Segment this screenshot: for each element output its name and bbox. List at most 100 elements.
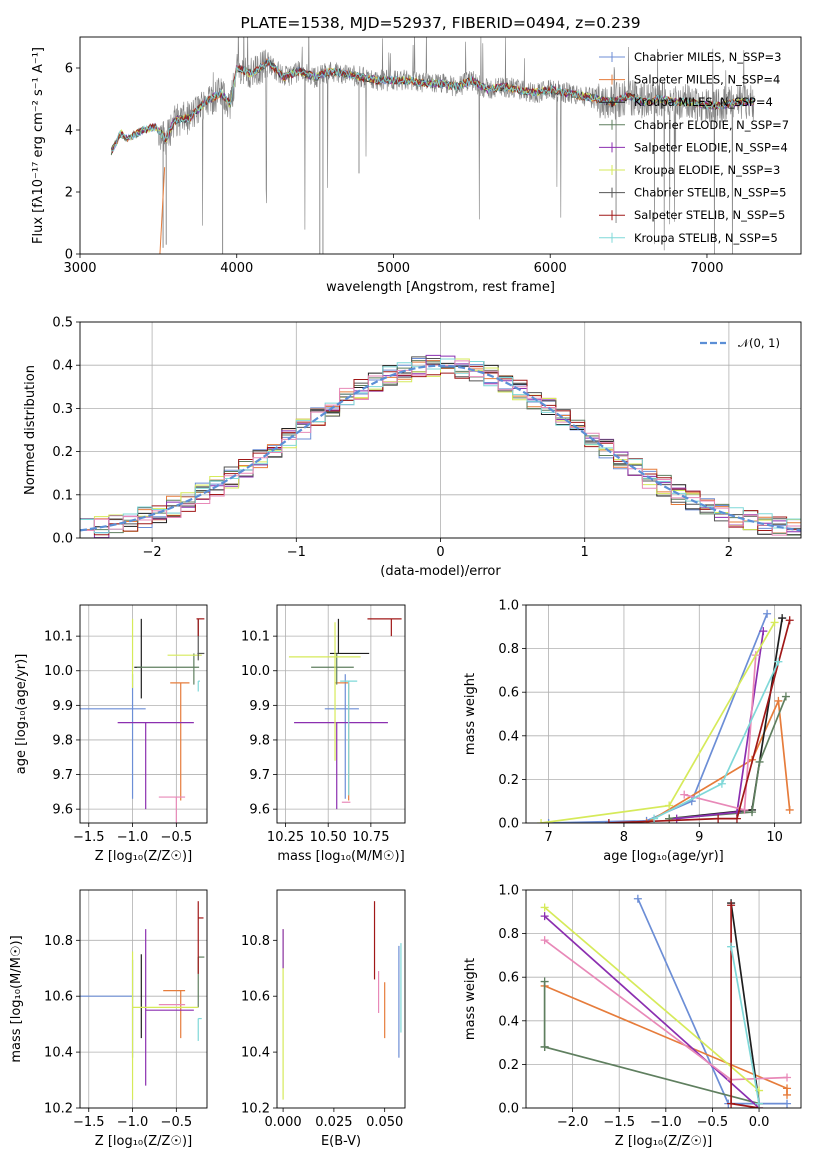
weight-marker bbox=[544, 819, 553, 823]
y-tick-label: 10.0 bbox=[44, 664, 73, 679]
weight-marker bbox=[732, 814, 741, 823]
x-axis-label: (data-model)/error bbox=[380, 564, 501, 579]
y-tick-label: 10.2 bbox=[241, 1102, 270, 1117]
x-tick-label: −1.0 bbox=[117, 1115, 149, 1130]
x-tick-label: −1.5 bbox=[73, 1115, 105, 1130]
x-tick-label: 0 bbox=[436, 545, 444, 560]
y-tick-label: 9.9 bbox=[249, 699, 270, 714]
y-tick-label: 0.4 bbox=[498, 729, 519, 744]
x-tick-label: −0.5 bbox=[697, 1115, 729, 1130]
legend-entry: Kroupa ELODIE, N_SSP=3 bbox=[634, 163, 780, 177]
x-tick-label: 10.50 bbox=[310, 830, 347, 845]
weight-marker bbox=[727, 1099, 736, 1108]
weight-marker bbox=[785, 805, 794, 814]
weight-marker bbox=[781, 692, 790, 701]
y-tick-label: 0.4 bbox=[52, 359, 73, 374]
weight-marker bbox=[604, 819, 613, 823]
legend-entry: Salpeter MILES, N_SSP=4 bbox=[634, 73, 780, 87]
y-tick-label: 0 bbox=[65, 248, 73, 263]
x-tick-label: −1.5 bbox=[603, 1115, 635, 1130]
y-tick-label: 0.8 bbox=[498, 927, 519, 942]
x-tick-label: 10.75 bbox=[352, 830, 389, 845]
x-tick-label: 3000 bbox=[63, 261, 96, 276]
legend-entry: Kroupa STELIB, N_SSP=5 bbox=[634, 231, 778, 245]
y-tick-label: 9.6 bbox=[52, 803, 73, 818]
x-tick-label: 0.0 bbox=[749, 1115, 770, 1130]
weight-marker bbox=[665, 801, 674, 810]
spectrum-axes: 3000 4000 5000 6000 7000 0 2 4 6 bbox=[63, 62, 723, 277]
weight-marker bbox=[770, 618, 779, 627]
spectrum-legend: Chabrier MILES, N_SSP=3 Salpeter MILES, N… bbox=[599, 50, 789, 245]
x-axis-label: Z [log₁₀(Z/Z☉)] bbox=[615, 1134, 712, 1149]
weight-marker bbox=[774, 696, 783, 705]
weight-line bbox=[730, 902, 760, 1104]
y-tick-label: 10.0 bbox=[241, 664, 270, 679]
histogram-step bbox=[80, 358, 801, 534]
y-tick-label: 0.6 bbox=[498, 686, 519, 701]
legend-entry: Chabrier ELODIE, N_SSP=7 bbox=[634, 118, 789, 132]
weight-line bbox=[548, 613, 768, 823]
weight-marker bbox=[540, 903, 549, 912]
mass-weight-vs-age-frame bbox=[525, 604, 802, 824]
weight-marker bbox=[727, 942, 736, 951]
y-tick-label: 0.1 bbox=[52, 488, 73, 503]
x-tick-label: 7 bbox=[544, 830, 552, 845]
age-vs-Z-points bbox=[80, 618, 205, 823]
y-tick-label: 0.0 bbox=[52, 532, 73, 547]
y-tick-label: 10.1 bbox=[241, 630, 270, 645]
age-vs-mass-frame bbox=[276, 604, 406, 824]
chart-title: PLATE=1538, MJD=52937, FIBERID=0494, z=0… bbox=[240, 14, 640, 32]
legend-entry: Kroupa MILES, N_SSP=4 bbox=[634, 95, 773, 109]
weight-marker bbox=[717, 779, 726, 788]
weight-marker bbox=[748, 808, 757, 817]
y-tick-label: 0.0 bbox=[498, 1102, 519, 1117]
y-tick-label: 2 bbox=[65, 186, 73, 201]
y-tick-label: 9.9 bbox=[52, 699, 73, 714]
mass-vs-Z-points bbox=[80, 901, 205, 1100]
age-vs-Z-axes: −1.5 −1.0 −0.5 9.6 9.7 9.8 9.9 10.0 10.1 bbox=[44, 605, 207, 845]
age-vs-mass-points bbox=[288, 618, 402, 810]
y-tick-label: 0.8 bbox=[498, 642, 519, 657]
y-tick-label: 0.2 bbox=[498, 773, 519, 788]
weight-marker bbox=[755, 757, 764, 766]
y-tick-label: 10.6 bbox=[241, 990, 270, 1005]
x-axis-label: age [log₁₀(age/yr)] bbox=[603, 849, 724, 864]
y-tick-label: 0.6 bbox=[498, 971, 519, 986]
x-axis-label: mass [log₁₀(M/M☉)] bbox=[277, 849, 404, 864]
y-tick-label: 0.4 bbox=[498, 1014, 519, 1029]
y-tick-label: 10.1 bbox=[44, 630, 73, 645]
weight-marker bbox=[650, 814, 659, 823]
weight-marker bbox=[785, 616, 794, 625]
y-tick-label: 10.8 bbox=[44, 934, 73, 949]
y-tick-label: 10.4 bbox=[241, 1046, 270, 1061]
legend-entry: Chabrier MILES, N_SSP=3 bbox=[634, 50, 781, 64]
residuals-axes: −2 −1 0 1 2 0.0 0.1 0.2 0.3 0.4 0.5 bbox=[52, 316, 801, 560]
weight-marker bbox=[783, 1073, 792, 1082]
y-tick-label: 0.2 bbox=[498, 1058, 519, 1073]
y-axis-label: Normed distribution bbox=[23, 365, 38, 495]
y-axis-label: mass [log₁₀(M/M☉)] bbox=[9, 935, 24, 1062]
legend-entry: Salpeter STELIB, N_SSP=5 bbox=[634, 208, 785, 222]
x-tick-label: −1.0 bbox=[650, 1115, 682, 1130]
y-tick-label: 9.8 bbox=[52, 733, 73, 748]
histogram-group bbox=[80, 354, 801, 538]
weight-marker bbox=[672, 814, 681, 823]
weight-marker bbox=[759, 627, 768, 636]
x-tick-label: 9 bbox=[695, 830, 703, 845]
y-tick-label: 10.8 bbox=[241, 934, 270, 949]
x-axis-label: wavelength [Angstrom, rest frame] bbox=[326, 280, 555, 295]
mass-weight-vs-Z-lines bbox=[540, 894, 792, 1108]
weight-marker bbox=[537, 819, 546, 823]
x-tick-label: 8 bbox=[620, 830, 628, 845]
mass-vs-EBV-axes: 0.000 0.025 0.050 10.2 10.4 10.6 10.8 bbox=[241, 934, 403, 1130]
mass-weight-vs-age-lines bbox=[537, 609, 794, 823]
model-drop bbox=[159, 167, 166, 254]
legend-entry: Salpeter ELODIE, N_SSP=4 bbox=[634, 140, 788, 154]
x-tick-label: 5000 bbox=[377, 261, 410, 276]
x-tick-label: 4000 bbox=[220, 261, 253, 276]
y-tick-label: 0.5 bbox=[52, 316, 73, 331]
x-tick-label: 0.000 bbox=[264, 1115, 301, 1130]
spectrum-frame bbox=[79, 36, 802, 255]
x-tick-label: 0.025 bbox=[315, 1115, 352, 1130]
x-tick-label: 1 bbox=[581, 545, 589, 560]
